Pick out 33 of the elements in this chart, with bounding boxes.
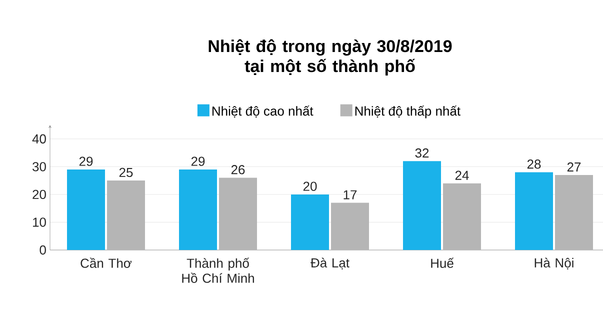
bar xyxy=(555,175,593,250)
bar xyxy=(403,161,442,250)
data-label: 28 xyxy=(527,160,541,169)
chart-title: Nhiệt độ trong ngày 30/8/2019 tại một số thành phố xyxy=(208,39,452,76)
y-tick-label: 0 xyxy=(40,245,46,255)
y-tick-label: 30 xyxy=(32,162,46,172)
y-tick-label: 40 xyxy=(32,134,46,144)
bar xyxy=(106,180,145,250)
data-label: 29 xyxy=(191,156,205,166)
legend-label: Nhiệt độ cao nhất xyxy=(212,106,314,118)
bar xyxy=(443,183,481,250)
data-label: 29 xyxy=(79,156,93,166)
data-label: 26 xyxy=(231,165,245,174)
bar xyxy=(330,202,369,250)
data-label: 24 xyxy=(455,170,469,180)
bar xyxy=(515,172,554,250)
legend-label: Nhiệt độ thấp nhất xyxy=(355,106,460,118)
bar xyxy=(179,169,218,250)
x-tick-label: Cần Thơ xyxy=(80,258,132,268)
x-tick-label: Hà Nội xyxy=(534,258,574,270)
x-tick-label: Thành phố Hồ Chí Minh xyxy=(182,258,254,283)
bar xyxy=(218,178,257,250)
data-label: 32 xyxy=(415,148,429,158)
data-label: 27 xyxy=(567,162,581,172)
y-tick-label: 10 xyxy=(33,218,46,227)
x-tick-label: Huế xyxy=(431,258,454,268)
y-tick-label: 20 xyxy=(32,190,46,200)
data-label: 25 xyxy=(119,168,133,178)
x-tick-label: Đà Lạt xyxy=(310,258,350,270)
bar xyxy=(291,194,330,250)
bar xyxy=(67,169,106,250)
data-label: 20 xyxy=(303,182,317,191)
data-label: 17 xyxy=(344,190,357,200)
